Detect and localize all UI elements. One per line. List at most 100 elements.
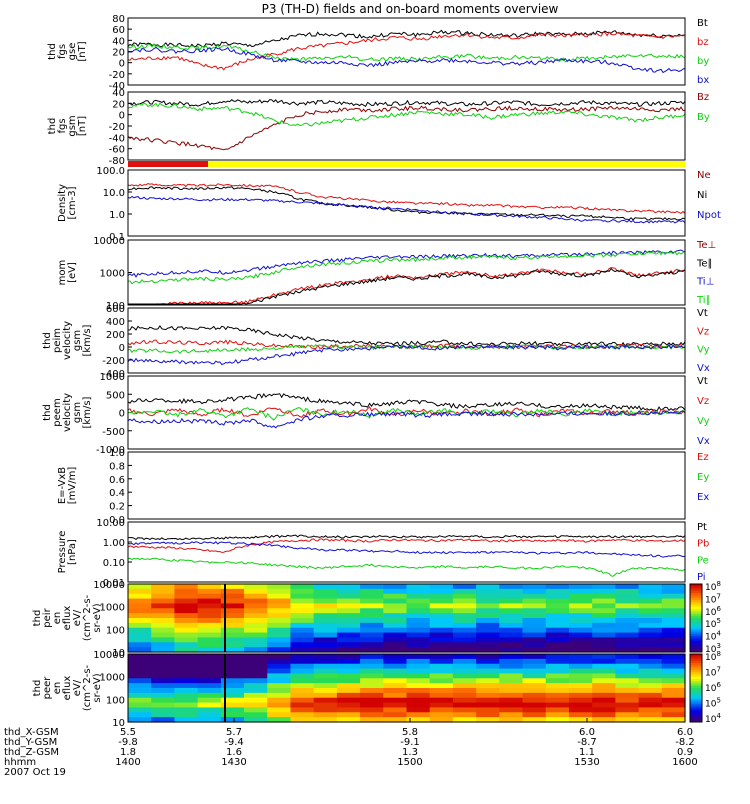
colorbar-segment — [690, 647, 702, 651]
legend-Ti⊥: Ti⊥ — [696, 277, 714, 288]
heatmap-cell — [476, 608, 500, 614]
x-row-label: hhmm — [4, 757, 36, 768]
y-tick-label: 10.0 — [103, 188, 125, 199]
colorbar-segment — [690, 613, 702, 617]
heatmap-cell — [661, 663, 686, 670]
x-row-label: thd_Z-GSM — [4, 747, 59, 758]
y-axis-label: fgs — [57, 118, 68, 133]
heatmap-cell — [128, 603, 152, 609]
heatmap-cell — [151, 712, 176, 718]
heatmap-cell — [336, 642, 361, 648]
heatmap-cell — [197, 673, 222, 679]
y-tick-label: 80 — [112, 14, 125, 25]
heatmap-cell — [313, 678, 338, 684]
heatmap-cell — [499, 637, 524, 643]
y-axis-label: [mV/m] — [67, 467, 78, 505]
heatmap-cell — [476, 622, 500, 629]
heatmap-cell — [661, 678, 686, 684]
heatmap-cell — [244, 598, 268, 605]
heatmap-cell — [661, 584, 686, 590]
heatmap-cell — [592, 618, 616, 624]
heatmap-cell — [360, 658, 384, 665]
heatmap-cell — [360, 678, 384, 684]
heatmap-cell — [220, 712, 245, 718]
x-row-value: 6.0 — [579, 727, 595, 738]
y-axis-label: thd — [32, 680, 43, 697]
heatmap-cell — [290, 598, 315, 605]
heatmap-cell — [545, 647, 570, 653]
heatmap-cell — [151, 588, 176, 595]
panel-frame — [127, 91, 686, 161]
heatmap-cell — [197, 702, 222, 709]
series-Te∥-line — [128, 267, 686, 305]
heatmap-cell — [638, 637, 663, 643]
heatmap-cell — [383, 717, 408, 723]
y-tick-label: 100.0 — [96, 166, 125, 177]
heatmap-cell — [429, 632, 454, 639]
series-Vt-line — [127, 393, 686, 412]
heatmap-cell — [174, 622, 199, 629]
heatmap-cell — [568, 642, 593, 648]
heatmap-cell — [476, 598, 500, 605]
heatmap-cell — [244, 663, 268, 670]
legend-Vx: Vx — [697, 363, 710, 374]
heatmap-cell — [522, 622, 547, 629]
heatmap-cell — [476, 707, 500, 713]
panel-frame — [127, 375, 686, 450]
heatmap-cell — [638, 608, 663, 614]
heatmap-cell — [499, 584, 524, 590]
legend-By: By — [697, 112, 710, 123]
heatmap-cell — [174, 717, 199, 723]
heatmap-cell — [197, 697, 222, 704]
heatmap-cell — [313, 707, 338, 713]
panel-peim: thd peim velocity gsm [km/s] 600 400 200 0 -200 -4… — [42, 304, 710, 380]
series-Vx-line — [127, 410, 686, 429]
heatmap-cell — [336, 707, 361, 713]
heatmap-cell — [220, 683, 245, 689]
y-tick-label: 0.10 — [103, 558, 125, 569]
y-axis-label: gsm — [72, 330, 83, 351]
heatmap-cell — [244, 707, 268, 713]
heatmap-cell — [406, 654, 431, 660]
heatmap-cell — [638, 707, 663, 713]
heatmap-cell — [197, 613, 222, 619]
heatmap-cell — [336, 632, 361, 639]
heatmap-cell — [244, 658, 268, 665]
heatmap-cell — [220, 608, 245, 614]
heatmap-cell — [313, 622, 338, 629]
legend-Vy: Vy — [697, 345, 710, 356]
heatmap-cell — [638, 692, 663, 699]
heatmap-cell — [313, 673, 338, 679]
colorbar-exponent: 6 — [716, 681, 721, 689]
heatmap-cell — [615, 668, 640, 675]
heatmap-cell — [406, 642, 431, 648]
heatmap-cell — [615, 717, 640, 723]
heatmap-cell — [545, 668, 570, 675]
y-tick-label: 1000 — [100, 673, 125, 684]
colorbar-segment — [690, 615, 702, 619]
heatmap-cell — [244, 697, 268, 704]
series-Vx-line — [127, 343, 686, 366]
heatmap-cell — [592, 637, 616, 643]
heatmap-cell — [197, 707, 222, 713]
heatmap-cell — [197, 663, 222, 670]
heatmap-cell — [244, 712, 268, 718]
heatmap-cell — [568, 598, 593, 605]
heatmap-cell — [499, 603, 524, 609]
heatmap-cell — [267, 678, 292, 684]
heatmap-cell — [151, 663, 176, 670]
heatmap-cell — [568, 707, 593, 713]
heatmap-cell — [197, 593, 222, 600]
heatmap-cell — [592, 683, 616, 689]
heatmap-cell — [267, 627, 292, 634]
heatmap-cell — [615, 584, 640, 590]
heatmap-cell — [452, 717, 477, 723]
heatmap-cell — [220, 658, 245, 665]
heatmap-cell — [360, 702, 384, 709]
heatmap-cell — [197, 647, 222, 653]
y-tick-label: -40 — [109, 133, 125, 144]
heatmap-cell — [592, 603, 616, 609]
heatmap-cell — [360, 598, 384, 605]
x-row-value: -9.8 — [118, 737, 138, 748]
heatmap-cell — [429, 593, 454, 600]
